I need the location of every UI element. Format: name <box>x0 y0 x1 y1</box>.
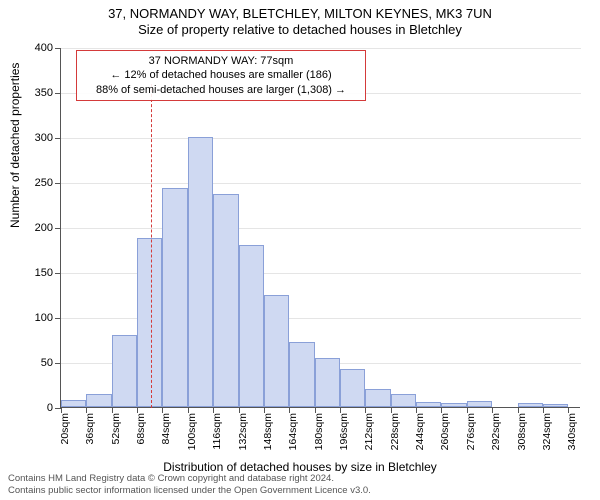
histogram-bar <box>365 389 390 407</box>
histogram-bar <box>289 342 314 407</box>
histogram-bar <box>61 400 86 407</box>
histogram-bar <box>543 404 568 407</box>
x-tick-label: 212sqm <box>363 413 375 450</box>
y-tick-label: 50 <box>21 357 53 369</box>
x-tick-label: 116sqm <box>211 413 223 450</box>
x-tick-label: 292sqm <box>490 413 502 450</box>
y-tick-label: 300 <box>21 132 53 144</box>
x-tick-label: 244sqm <box>414 413 426 450</box>
histogram-bar <box>188 137 213 407</box>
x-tick-label: 148sqm <box>262 413 274 450</box>
callout-line: 88% of semi-detached houses are larger (… <box>83 83 359 97</box>
histogram-bar <box>467 401 492 407</box>
histogram-bar <box>518 403 543 408</box>
y-tick-label: 100 <box>21 312 53 324</box>
chart-title-line1: 37, NORMANDY WAY, BLETCHLEY, MILTON KEYN… <box>0 6 600 21</box>
histogram-bar <box>340 369 365 407</box>
y-tick <box>55 93 61 94</box>
y-tick-label: 150 <box>21 267 53 279</box>
chart-title-line2: Size of property relative to detached ho… <box>0 22 600 37</box>
x-tick-label: 228sqm <box>389 413 401 450</box>
histogram-bar <box>239 245 264 407</box>
plot-area: 05010015020025030035040020sqm36sqm52sqm6… <box>60 48 580 408</box>
gridline <box>61 48 581 49</box>
footer-line-1: Contains HM Land Registry data © Crown c… <box>8 473 371 484</box>
y-tick-label: 350 <box>21 87 53 99</box>
histogram-bar <box>416 402 441 407</box>
x-tick-label: 340sqm <box>566 413 578 450</box>
reference-callout: 37 NORMANDY WAY: 77sqm← 12% of detached … <box>76 50 366 101</box>
y-tick <box>55 363 61 364</box>
x-tick-label: 164sqm <box>287 413 299 450</box>
histogram-bar <box>86 394 111 408</box>
y-tick-label: 400 <box>21 42 53 54</box>
x-tick-label: 196sqm <box>338 413 350 450</box>
x-tick-label: 68sqm <box>135 413 147 445</box>
x-tick-label: 308sqm <box>516 413 528 450</box>
x-tick-label: 20sqm <box>59 413 71 445</box>
y-tick-label: 0 <box>21 402 53 414</box>
x-tick-label: 324sqm <box>541 413 553 450</box>
callout-line: ← 12% of detached houses are smaller (18… <box>83 68 359 82</box>
callout-line: 37 NORMANDY WAY: 77sqm <box>83 54 359 68</box>
gridline <box>61 228 581 229</box>
x-tick-label: 276sqm <box>465 413 477 450</box>
histogram-bar <box>213 194 238 407</box>
y-tick <box>55 138 61 139</box>
y-tick <box>55 48 61 49</box>
chart-container: 37, NORMANDY WAY, BLETCHLEY, MILTON KEYN… <box>0 0 600 500</box>
gridline <box>61 138 581 139</box>
x-tick-label: 84sqm <box>160 413 172 445</box>
x-tick-label: 100sqm <box>186 413 198 450</box>
gridline <box>61 183 581 184</box>
footer-attribution: Contains HM Land Registry data © Crown c… <box>8 473 371 496</box>
histogram-bar <box>315 358 340 408</box>
y-tick-label: 200 <box>21 222 53 234</box>
x-tick-label: 36sqm <box>84 413 96 445</box>
histogram-bar <box>112 335 137 407</box>
y-tick-label: 250 <box>21 177 53 189</box>
x-tick-label: 180sqm <box>313 413 325 450</box>
y-tick <box>55 183 61 184</box>
reference-line <box>151 84 152 408</box>
y-axis-label: Number of detached properties <box>8 63 22 228</box>
y-tick <box>55 228 61 229</box>
x-axis-label: Distribution of detached houses by size … <box>0 460 600 474</box>
y-tick <box>55 318 61 319</box>
histogram-bar <box>137 238 162 407</box>
histogram-bar <box>441 403 466 408</box>
histogram-bar <box>162 188 187 407</box>
x-tick-label: 132sqm <box>237 413 249 450</box>
histogram-bar <box>264 295 289 408</box>
y-tick <box>55 273 61 274</box>
histogram-bar <box>391 394 416 408</box>
x-tick-label: 260sqm <box>439 413 451 450</box>
x-tick-label: 52sqm <box>110 413 122 445</box>
footer-line-2: Contains public sector information licen… <box>8 485 371 496</box>
